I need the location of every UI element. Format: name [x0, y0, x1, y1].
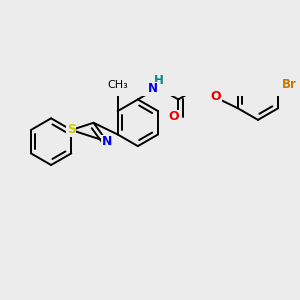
Text: H: H: [154, 74, 164, 87]
Text: S: S: [67, 124, 76, 136]
Text: O: O: [168, 110, 178, 124]
Text: N: N: [148, 82, 158, 95]
Text: O: O: [211, 90, 221, 103]
Text: N: N: [102, 135, 112, 148]
Text: Br: Br: [281, 78, 296, 92]
Text: CH₃: CH₃: [107, 80, 128, 90]
